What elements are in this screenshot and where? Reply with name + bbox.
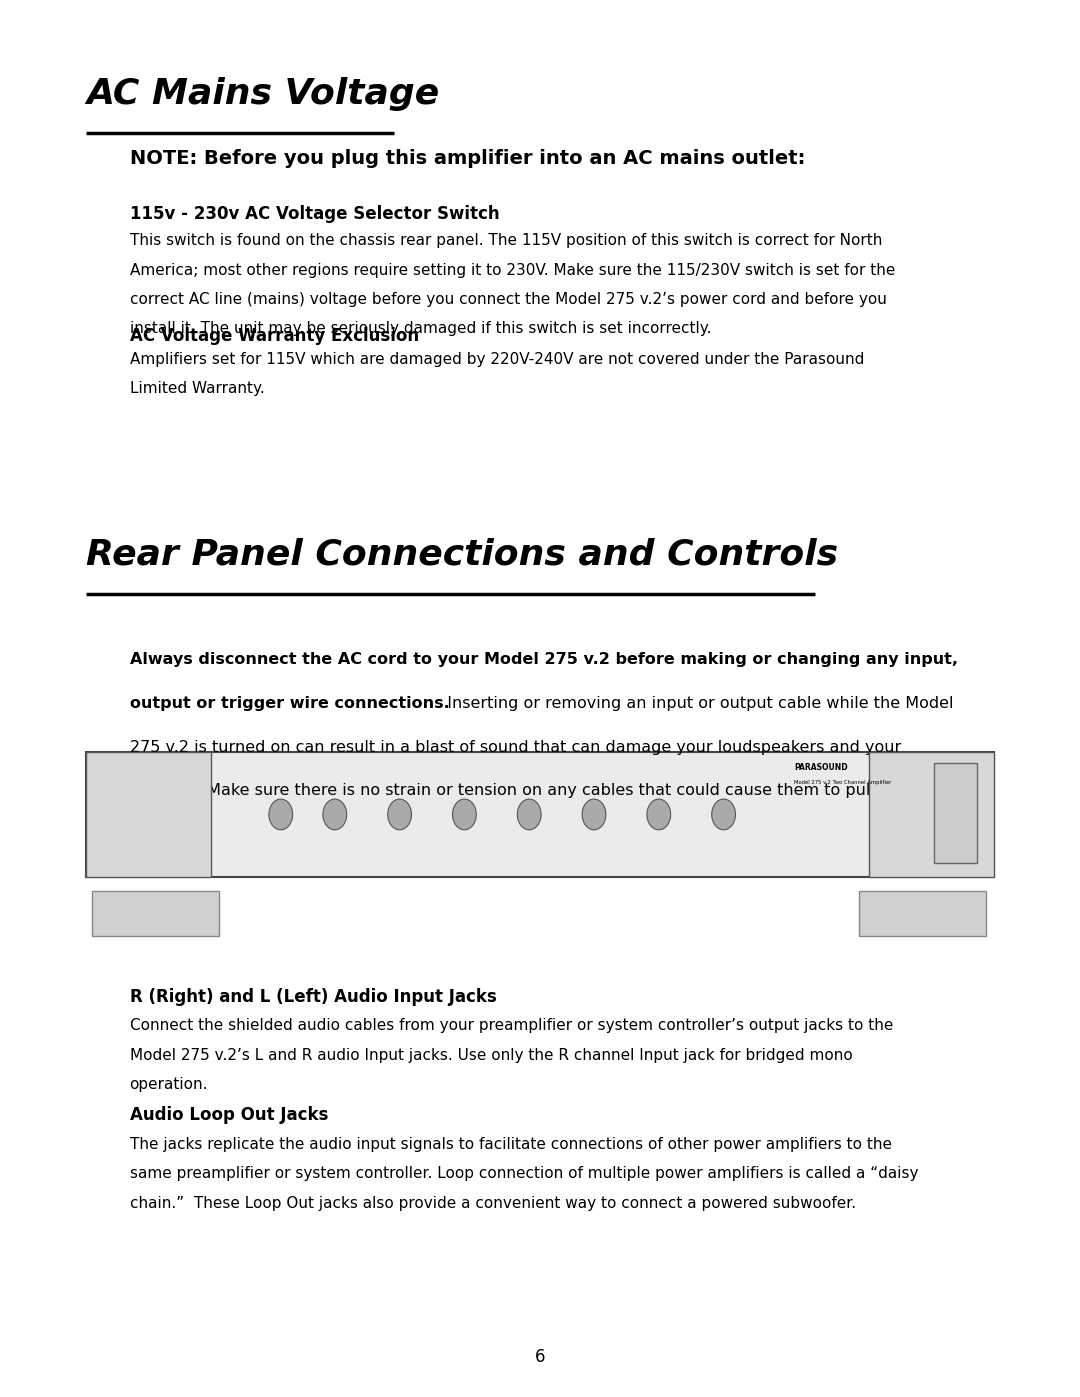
Text: install it. The unit may be seriously damaged if this switch is set incorrectly.: install it. The unit may be seriously da…	[130, 321, 711, 337]
FancyBboxPatch shape	[934, 763, 977, 863]
Text: America; most other regions require setting it to 230V. Make sure the 115/230V s: America; most other regions require sett…	[130, 263, 895, 278]
Text: PARASOUND: PARASOUND	[794, 763, 848, 771]
Text: Model 275 v.2’s L and R audio Input jacks. Use only the R channel Input jack for: Model 275 v.2’s L and R audio Input jack…	[130, 1048, 852, 1063]
Text: R (Right) and L (Left) Audio Input Jacks: R (Right) and L (Left) Audio Input Jacks	[130, 988, 497, 1006]
Text: This switch is found on the chassis rear panel. The 115V position of this switch: This switch is found on the chassis rear…	[130, 233, 882, 249]
Text: Rear Panel Connections and Controls: Rear Panel Connections and Controls	[86, 538, 838, 571]
Text: operation.: operation.	[130, 1077, 208, 1092]
Text: output or trigger wire connections.: output or trigger wire connections.	[130, 696, 449, 711]
Circle shape	[453, 799, 476, 830]
Text: 6: 6	[535, 1348, 545, 1366]
Circle shape	[323, 799, 347, 830]
Text: AC Voltage Warranty Exclusion: AC Voltage Warranty Exclusion	[130, 327, 419, 345]
Text: Amplifiers set for 115V which are damaged by 220V-240V are not covered under the: Amplifiers set for 115V which are damage…	[130, 352, 864, 367]
Circle shape	[269, 799, 293, 830]
FancyBboxPatch shape	[859, 891, 986, 936]
FancyBboxPatch shape	[92, 891, 219, 936]
Text: Limited Warranty.: Limited Warranty.	[130, 381, 265, 397]
Text: AC Mains Voltage: AC Mains Voltage	[86, 77, 440, 110]
Text: 275 v.2 is turned on can result in a blast of sound that can damage your loudspe: 275 v.2 is turned on can result in a bla…	[130, 739, 901, 754]
Circle shape	[712, 799, 735, 830]
Text: NOTE: Before you plug this amplifier into an AC mains outlet:: NOTE: Before you plug this amplifier int…	[130, 149, 805, 169]
Text: Connect the shielded audio cables from your preamplifier or system controller’s : Connect the shielded audio cables from y…	[130, 1018, 893, 1034]
Circle shape	[582, 799, 606, 830]
FancyBboxPatch shape	[86, 752, 994, 877]
Text: The jacks replicate the audio input signals to facilitate connections of other p: The jacks replicate the audio input sign…	[130, 1137, 892, 1153]
Circle shape	[647, 799, 671, 830]
Text: Audio Loop Out Jacks: Audio Loop Out Jacks	[130, 1106, 328, 1125]
Text: correct AC line (mains) voltage before you connect the Model 275 v.2’s power cor: correct AC line (mains) voltage before y…	[130, 292, 887, 307]
Text: same preamplifier or system controller. Loop connection of multiple power amplif: same preamplifier or system controller. …	[130, 1166, 918, 1182]
Text: 115v - 230v AC Voltage Selector Switch: 115v - 230v AC Voltage Selector Switch	[130, 205, 499, 224]
Text: Model 275 v.2 Two Channel Amplifier: Model 275 v.2 Two Channel Amplifier	[794, 780, 891, 785]
Circle shape	[388, 799, 411, 830]
Text: Inserting or removing an input or output cable while the Model: Inserting or removing an input or output…	[437, 696, 954, 711]
Text: Always disconnect the AC cord to your Model 275 v.2 before making or changing an: Always disconnect the AC cord to your Mo…	[130, 652, 958, 668]
FancyBboxPatch shape	[869, 752, 994, 877]
Text: chain.”  These Loop Out jacks also provide a convenient way to connect a powered: chain.” These Loop Out jacks also provid…	[130, 1196, 855, 1211]
FancyBboxPatch shape	[86, 752, 211, 877]
Circle shape	[517, 799, 541, 830]
Text: hearing.  Make sure there is no strain or tension on any cables that could cause: hearing. Make sure there is no strain or…	[130, 784, 927, 798]
